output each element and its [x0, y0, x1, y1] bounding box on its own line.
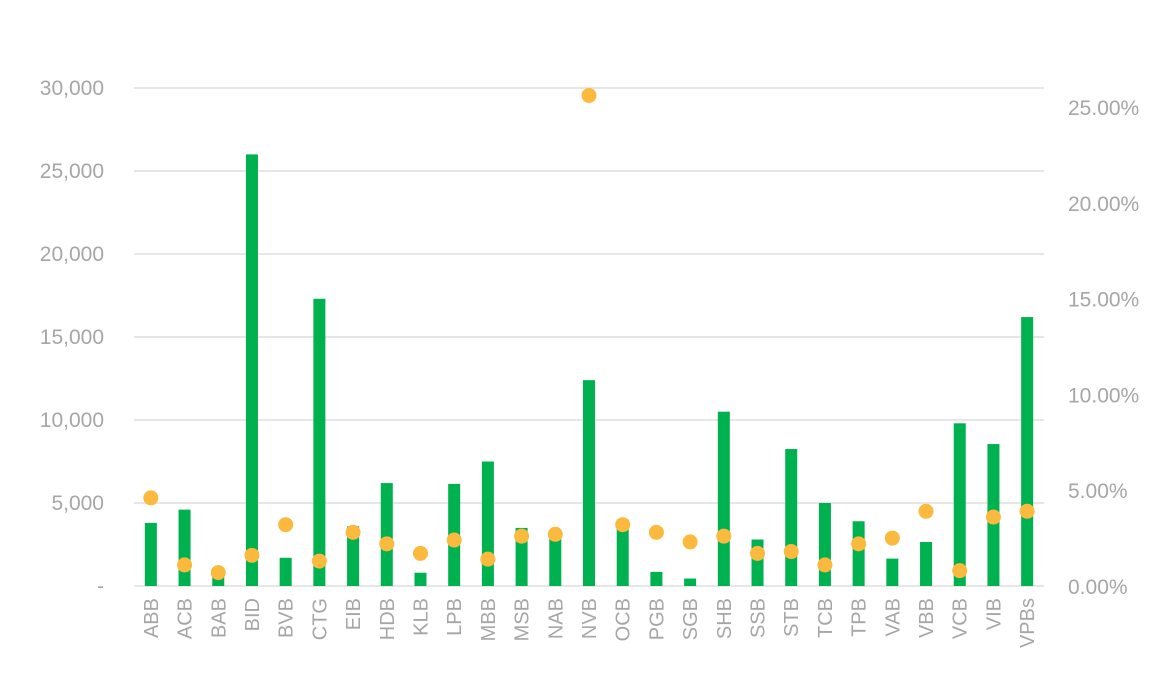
bar-tcb	[818, 503, 831, 586]
left-tick-label: 25,000	[40, 160, 104, 183]
dot-bid	[244, 547, 260, 563]
category-label: OCB	[613, 598, 635, 641]
dot-ssb	[750, 545, 766, 561]
left-tick-label: -	[97, 575, 104, 598]
category-label: HDB	[377, 598, 399, 640]
category-label: TCB	[815, 598, 837, 638]
bar-sgb	[684, 578, 697, 586]
dot-sgb	[682, 534, 698, 550]
category-label: ABB	[141, 598, 163, 638]
category-label: CTG	[309, 598, 331, 640]
dot-klb	[412, 545, 428, 561]
category-label: SSB	[748, 598, 770, 638]
x-axis-categories: ABB ACB BAB BID BVB CTG EIB HDB KLB LPB MBB MSB NAB N…	[141, 598, 1039, 648]
category-label: TPB	[849, 598, 871, 637]
bar-hdb	[380, 483, 393, 586]
category-label: BAB	[208, 598, 230, 638]
dot-vbb	[918, 503, 934, 519]
dot-stb	[783, 544, 799, 560]
category-label: ACB	[175, 598, 197, 639]
bar-ocb	[616, 519, 629, 586]
left-tick-label: 15,000	[40, 326, 104, 349]
dot-mbb	[480, 551, 496, 567]
bar-nvb	[583, 380, 595, 586]
dot-bab	[210, 565, 226, 581]
bar-nab	[549, 529, 562, 586]
category-label: BVB	[276, 598, 298, 638]
bar-tpb	[852, 521, 865, 586]
category-label: SGB	[680, 598, 702, 640]
bar-vbb	[920, 542, 933, 586]
right-tick-label: 10.00%	[1068, 384, 1139, 407]
left-tick-label: 30,000	[40, 77, 104, 100]
dot-hdb	[379, 536, 395, 552]
bar-vab	[886, 558, 899, 586]
right-y-axis: 0.00% 5.00% 10.00% 15.00% 20.00% 25.00%	[1068, 97, 1139, 599]
bar-vcb	[953, 423, 966, 586]
dot-vib	[985, 509, 1001, 525]
bar-pgb	[650, 571, 663, 586]
dot-eib	[345, 524, 361, 540]
category-label: EIB	[343, 598, 365, 630]
right-tick-label: 20.00%	[1068, 193, 1139, 216]
bar-bid	[245, 154, 258, 586]
category-label: NVB	[579, 598, 601, 639]
category-label: MSB	[512, 598, 534, 641]
left-tick-label: 20,000	[40, 243, 104, 266]
category-label: SHB	[714, 598, 736, 639]
category-label: STB	[781, 598, 803, 637]
right-tick-label: 25.00%	[1068, 97, 1139, 120]
dot-shb	[716, 528, 732, 544]
dot-vcb	[952, 563, 968, 579]
dot-pgb	[648, 524, 664, 540]
bar-vpbs	[1021, 317, 1034, 586]
category-label: LPB	[444, 598, 466, 636]
category-label: VAB	[882, 598, 904, 637]
dot-nab	[547, 526, 563, 542]
bar-klb	[414, 572, 427, 586]
bar-series	[144, 154, 1034, 586]
bar-ctg	[313, 298, 326, 586]
category-label: PGB	[646, 598, 668, 640]
right-tick-label: 0.00%	[1068, 576, 1128, 599]
left-tick-label: 5,000	[51, 492, 104, 515]
bar-eib	[347, 526, 360, 586]
dot-vab	[884, 530, 900, 546]
left-tick-label: 10,000	[40, 409, 104, 432]
category-label: MBB	[478, 598, 500, 641]
dot-vpbs	[1019, 503, 1035, 519]
bar-shb	[717, 411, 730, 586]
bar-bab	[212, 576, 225, 586]
dot-ctg	[311, 553, 327, 569]
dot-msb	[514, 528, 530, 544]
bar-mbb	[481, 461, 494, 586]
left-y-axis: - 5,000 10,000 15,000 20,000 25,000 30,000	[40, 77, 104, 598]
bar-stb	[785, 449, 798, 586]
category-label: VPBs	[1017, 598, 1039, 648]
right-tick-label: 15.00%	[1068, 289, 1139, 312]
category-label: NAB	[545, 598, 567, 639]
bar-abb	[144, 522, 157, 586]
bar-acb	[178, 509, 191, 586]
dot-lpb	[446, 532, 462, 548]
right-tick-label: 5.00%	[1068, 480, 1128, 503]
dot-tcb	[817, 557, 833, 573]
bar-bvb	[279, 557, 292, 586]
dot-bvb	[278, 517, 294, 533]
category-label: VBB	[916, 598, 938, 638]
category-label: KLB	[410, 598, 432, 636]
dot-nvb	[581, 88, 597, 104]
dot-tpb	[851, 536, 867, 552]
dot-series	[143, 88, 1035, 581]
category-label: VIB	[983, 598, 1005, 630]
category-label: VCB	[950, 598, 972, 639]
category-label: BID	[242, 598, 264, 631]
dot-acb	[177, 557, 193, 573]
dot-abb	[143, 490, 159, 506]
dot-ocb	[615, 517, 631, 533]
